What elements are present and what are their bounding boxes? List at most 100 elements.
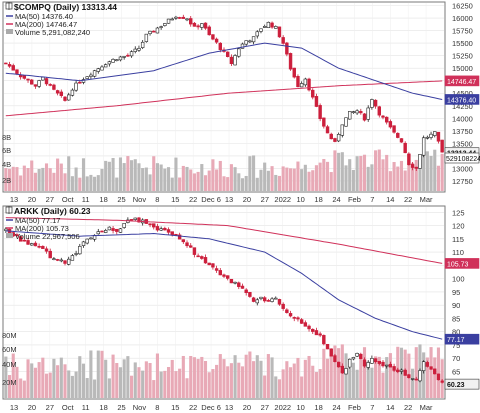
x-tick-label: 7 [370, 403, 374, 412]
candle-body [381, 115, 385, 118]
volume-bar [374, 356, 378, 398]
volume-bar [211, 369, 215, 398]
volume-bar [22, 380, 26, 398]
volume-bar [126, 356, 130, 398]
candle-body [303, 322, 308, 327]
candle-body [237, 48, 241, 57]
volume-bar [48, 372, 52, 398]
candle-body [270, 22, 274, 28]
volume-bar [244, 175, 248, 191]
candle-body [30, 79, 34, 85]
candle-body [362, 359, 367, 367]
candle-body [177, 234, 182, 240]
volume-bar [266, 354, 270, 398]
candle-body [370, 99, 374, 108]
volume-bar [366, 166, 370, 191]
volume-bar [307, 171, 311, 191]
candle-body [255, 299, 259, 304]
volume-bar [240, 178, 245, 191]
candle-body [100, 230, 104, 233]
compq-y-ticks: 1275013000132501350013750140001425014500… [452, 2, 473, 186]
y-tick-label: 15000 [452, 64, 473, 73]
x-tick-label: Dec 6 [201, 195, 221, 204]
x-tick-label: Mar [420, 195, 433, 204]
volume-bar [314, 372, 318, 398]
candle-body [277, 299, 282, 305]
volume-bar [148, 174, 152, 191]
candle-body [399, 369, 404, 372]
volume-bar [270, 357, 274, 398]
volume-bar [229, 164, 233, 191]
volume-bar [178, 368, 182, 398]
y-tick-label: 95 [452, 288, 460, 297]
volume-bar [130, 375, 134, 398]
candle-body [4, 62, 8, 65]
volume-bar [96, 175, 100, 191]
candle-body [81, 241, 86, 246]
candle-body [225, 51, 230, 57]
volume-tag-label: 5291082240 [446, 156, 480, 163]
volume-bar [248, 351, 252, 398]
candle-body [159, 228, 163, 231]
volume-bar [322, 158, 326, 191]
candle-body [362, 113, 367, 121]
compq-candles [4, 14, 444, 172]
candle-body [440, 139, 444, 153]
x-tick-label: 11 [82, 195, 90, 204]
volume-bar [207, 170, 211, 191]
candle-body [244, 40, 248, 45]
volume-bar [359, 355, 363, 398]
volume-bar [181, 355, 185, 398]
candle-body [259, 296, 263, 299]
compq-title: $COMPQ (Daily) 13313.44 [14, 2, 117, 12]
candle-body [436, 373, 441, 381]
y-tick-label: 115 [452, 235, 464, 244]
arkk-volume-swatch [6, 233, 13, 238]
volume-bar [244, 354, 248, 398]
x-tick-label: 8 [155, 403, 159, 412]
candle-body [96, 231, 100, 235]
arkk-title: ARKK (Daily) 60.23 [14, 206, 91, 216]
y-tick-label: 70 [452, 354, 460, 363]
volume-bar [429, 347, 433, 398]
volume-bar [174, 157, 178, 191]
candle-body [85, 76, 89, 79]
volume-bar [229, 363, 233, 398]
volume-bar [26, 359, 30, 398]
x-tick-label: 22 [189, 195, 197, 204]
candle-body [133, 48, 137, 52]
candle-body [266, 300, 271, 302]
x-tick-label: 2022 [274, 403, 291, 412]
volume-bar [144, 167, 148, 191]
volume-bar [155, 353, 159, 398]
volume-bar [440, 359, 444, 398]
candle-body [81, 79, 86, 83]
volume-bar [63, 364, 67, 398]
candle-body [122, 222, 126, 228]
volume-tick-label: 80M [2, 331, 17, 340]
compq-ma50-line [5, 42, 443, 100]
candle-body [170, 18, 174, 21]
candle-body [340, 365, 345, 374]
candle-body [429, 366, 433, 370]
candle-body [200, 23, 204, 28]
volume-bar [362, 154, 367, 191]
volume-bar [351, 362, 355, 398]
candle-body [288, 53, 293, 70]
x-tick-label: 22 [404, 403, 412, 412]
volume-bar [133, 362, 137, 398]
volume-bar [285, 361, 289, 398]
volume-bar [159, 164, 163, 191]
candle-body [22, 239, 27, 242]
candle-body [103, 64, 108, 68]
volume-bar [78, 356, 82, 398]
candle-body [189, 245, 193, 248]
volume-bar [259, 360, 263, 398]
candle-body [325, 126, 330, 134]
volume-bar [133, 159, 137, 191]
candle-body [248, 291, 252, 297]
volume-bar [56, 158, 60, 191]
x-tick-label: 10 [296, 195, 304, 204]
volume-bar [422, 152, 426, 191]
volume-bar [115, 177, 119, 191]
